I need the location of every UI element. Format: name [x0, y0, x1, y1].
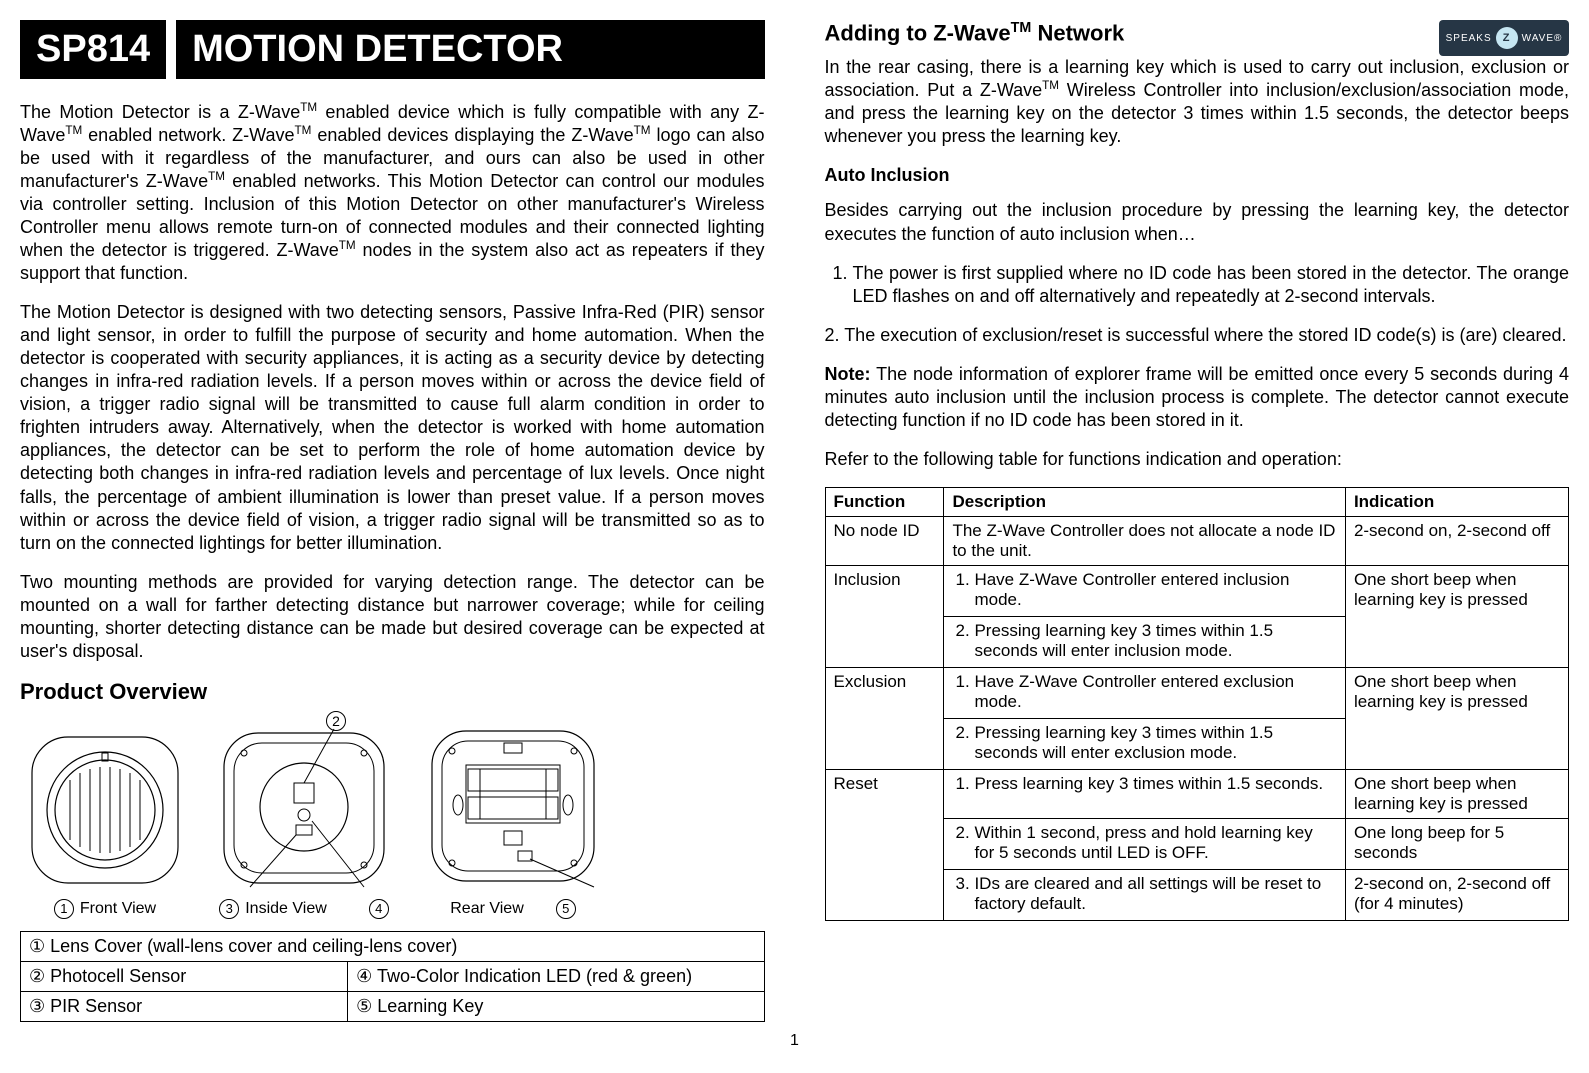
legend-row-2b: ④ Two-Color Indication LED (red & green) [348, 961, 764, 991]
func-header-description: Description [944, 487, 1345, 516]
func-nonode-desc: The Z-Wave Controller does not allocate … [944, 516, 1345, 565]
network-paragraph-1: In the rear casing, there is a learning … [825, 56, 1570, 148]
callout-3-icon: 3 [219, 899, 239, 919]
func-reset-ind-3: 2-second on, 2-second off (for 4 minutes… [1345, 869, 1568, 920]
callout-2-icon: 2 [326, 711, 346, 731]
func-reset-label: Reset [825, 769, 944, 920]
refer-paragraph: Refer to the following table for functio… [825, 448, 1570, 471]
func-exclusion-label: Exclusion [825, 667, 944, 769]
intro-paragraph-1: The Motion Detector is a Z-WaveTM enable… [20, 101, 765, 285]
front-view-label: Front View [80, 900, 156, 918]
product-code: SP814 [20, 20, 166, 79]
legend-row-3a: ③ PIR Sensor [21, 991, 348, 1021]
logo-text-left: SPEAKS [1446, 33, 1492, 44]
inside-view-label: Inside View [245, 900, 327, 918]
func-reset-ind-1: One short beep when learning key is pres… [1345, 769, 1568, 818]
func-exclusion-desc-1: Have Z-Wave Controller entered exclusion… [944, 667, 1345, 718]
title-bar: SP814 MOTION DETECTOR [20, 20, 765, 79]
product-overview-header: Product Overview [20, 679, 765, 705]
func-nonode-ind: 2-second on, 2-second off [1345, 516, 1568, 565]
func-inclusion-ind: One short beep when learning key is pres… [1345, 565, 1568, 667]
function-table: Function Description Indication No node … [825, 487, 1570, 921]
func-inclusion-desc-2: Pressing learning key 3 times within 1.5… [944, 616, 1345, 667]
intro-paragraph-3: Two mounting methods are provided for va… [20, 571, 765, 663]
front-view-diagram: 1 Front View [20, 725, 190, 919]
legend-table: ① Lens Cover (wall-lens cover and ceilin… [20, 931, 765, 1022]
callout-4-icon: 4 [369, 899, 389, 919]
note-paragraph: Note: The node information of explorer f… [825, 363, 1570, 432]
callout-5-icon: 5 [556, 899, 576, 919]
auto-inclusion-item-2: 2. The execution of exclusion/reset is s… [825, 324, 1570, 347]
callout-1-icon: 1 [54, 899, 74, 919]
inside-view-diagram: 2 [204, 715, 404, 919]
func-reset-ind-2: One long beep for 5 seconds [1345, 818, 1568, 869]
logo-text-right: WAVE® [1522, 33, 1563, 44]
func-reset-desc-3: IDs are cleared and all settings will be… [944, 869, 1345, 920]
auto-inclusion-intro: Besides carrying out the inclusion proce… [825, 199, 1570, 245]
rear-view-label: Rear View [450, 900, 524, 918]
func-nonode-label: No node ID [825, 516, 944, 565]
auto-inclusion-item-1: The power is first supplied where no ID … [853, 262, 1570, 308]
zwave-logo-icon: Z [1496, 27, 1518, 49]
auto-inclusion-header: Auto Inclusion [825, 164, 1570, 187]
product-name: MOTION DETECTOR [176, 20, 764, 79]
func-exclusion-desc-2: Pressing learning key 3 times within 1.5… [944, 718, 1345, 769]
func-inclusion-desc-1: Have Z-Wave Controller entered inclusion… [944, 565, 1345, 616]
legend-row-1: ① Lens Cover (wall-lens cover and ceilin… [21, 931, 765, 961]
func-header-indication: Indication [1345, 487, 1568, 516]
adding-network-header: Adding to Z-WaveTM Network [825, 20, 1426, 46]
func-reset-desc-2: Within 1 second, press and hold learning… [944, 818, 1345, 869]
legend-row-3b: ⑤ Learning Key [348, 991, 764, 1021]
zwave-logo: SPEAKS Z WAVE® [1439, 20, 1569, 56]
page-number: 1 [20, 1032, 1569, 1050]
auto-inclusion-list: The power is first supplied where no ID … [825, 262, 1570, 308]
product-views: 1 Front View 2 [20, 715, 765, 919]
intro-paragraph-2: The Motion Detector is designed with two… [20, 301, 765, 554]
legend-row-2a: ② Photocell Sensor [21, 961, 348, 991]
rear-view-diagram: Rear View 5 [418, 719, 608, 919]
func-header-function: Function [825, 487, 944, 516]
func-reset-desc-1: Press learning key 3 times within 1.5 se… [944, 769, 1345, 818]
func-exclusion-ind: One short beep when learning key is pres… [1345, 667, 1568, 769]
func-inclusion-label: Inclusion [825, 565, 944, 667]
